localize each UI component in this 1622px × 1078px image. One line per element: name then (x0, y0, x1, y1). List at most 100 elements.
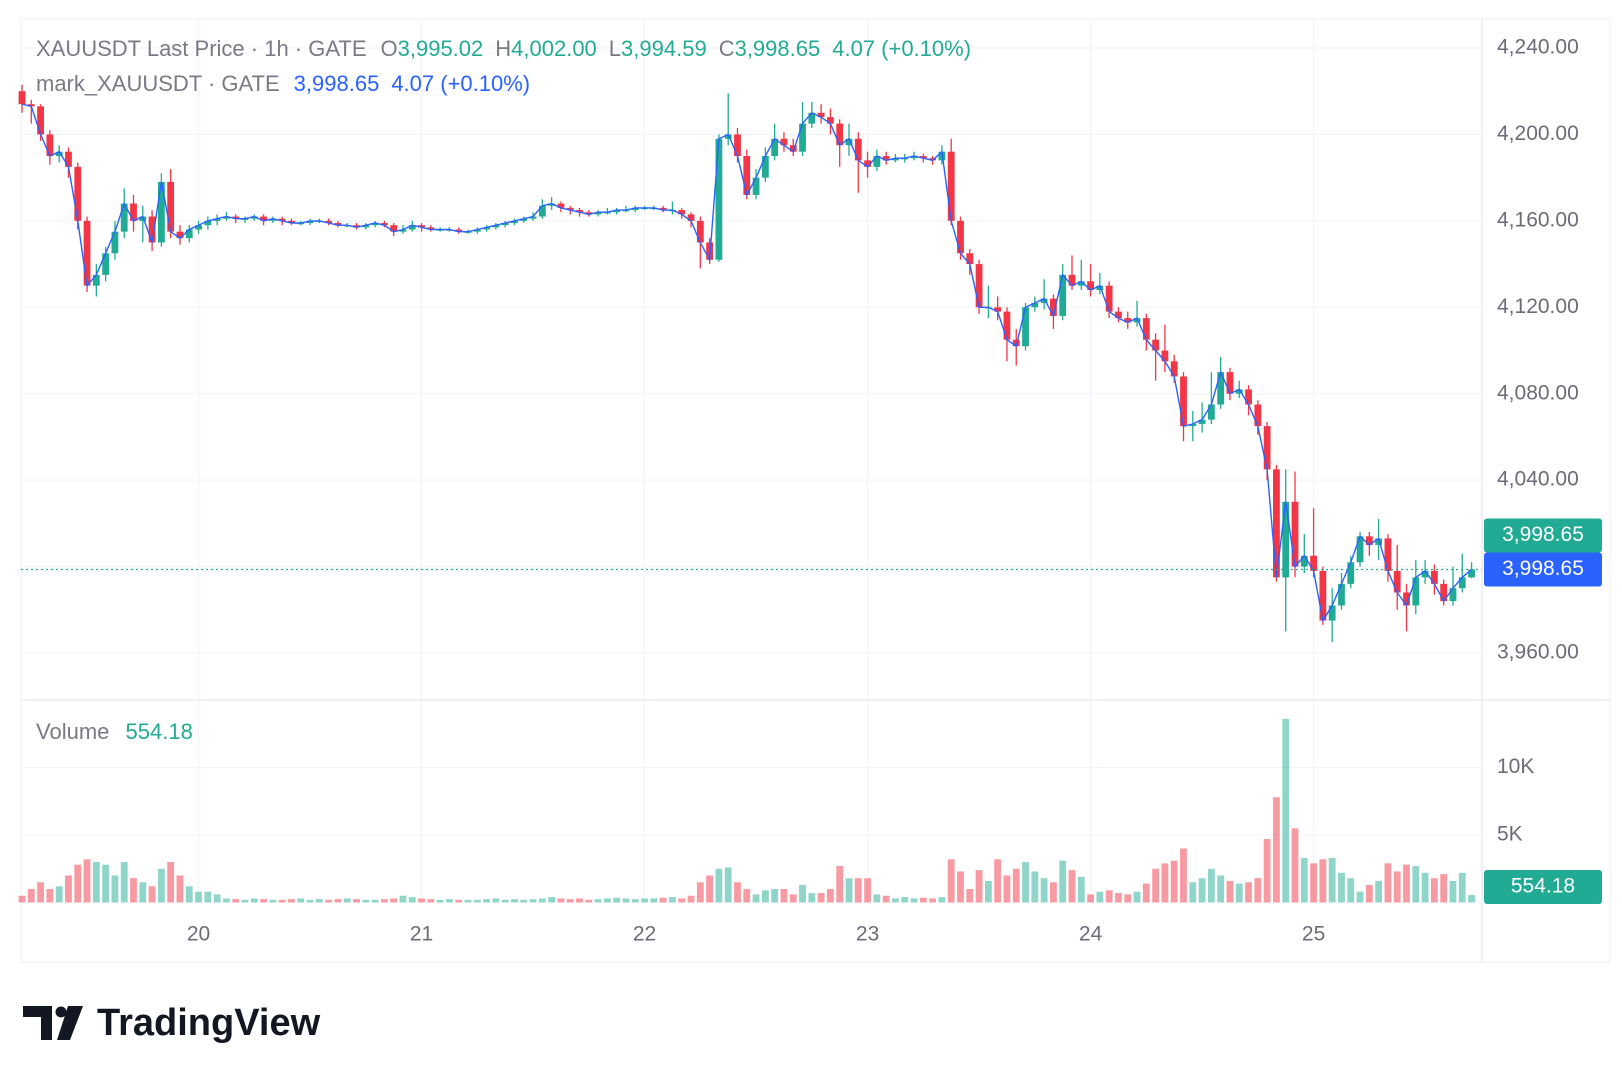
volume-bar (111, 875, 119, 903)
candle-body (157, 181, 165, 243)
logo-mark (23, 1006, 52, 1040)
axes: 3,960.004,000.004,040.004,080.004,120.00… (187, 36, 1602, 946)
volume-bar (1189, 882, 1197, 903)
volume-bar (1031, 871, 1039, 903)
volume-bar (669, 897, 676, 903)
candle-body (1328, 605, 1336, 621)
candle-body (836, 123, 844, 146)
volume-bar (464, 899, 472, 903)
candle-body (1226, 372, 1234, 394)
candle-body (557, 203, 565, 208)
volume-bar (27, 889, 35, 903)
volume-bar (1152, 868, 1160, 903)
volume-bar (418, 898, 425, 903)
volume-bar (1393, 871, 1401, 903)
y-tick-label: 10K (1497, 755, 1534, 778)
candle-body (761, 156, 769, 178)
candle-body (1217, 372, 1225, 405)
volume-bar (55, 886, 63, 903)
mark-change: 4.07 (+0.10%) (391, 71, 530, 96)
volume-bar (687, 895, 695, 903)
y-tick-label: 4,120.00 (1497, 295, 1579, 318)
volume-bar (975, 870, 983, 903)
candle-body (232, 216, 240, 219)
candle-body (1356, 536, 1364, 563)
volume-bar (1235, 883, 1243, 903)
candle-body (55, 151, 63, 157)
candle-body (65, 151, 72, 167)
mark-price-line (21, 103, 1473, 623)
candle-body (1031, 302, 1039, 308)
volume-bar (232, 899, 240, 903)
candle-body (1068, 274, 1076, 286)
candle-body (845, 138, 853, 146)
candle-body (1087, 281, 1094, 291)
candle-body (957, 220, 964, 254)
volume-bar (120, 862, 128, 903)
y-tick-label: 4,080.00 (1497, 381, 1579, 404)
volume-bar (334, 899, 342, 903)
volume-bar (873, 894, 881, 903)
candle-body (1198, 419, 1206, 424)
volume-bar (1365, 884, 1373, 903)
candle-body (1096, 285, 1104, 291)
legend-volume: Volume 554.18 (36, 719, 193, 744)
volume-bar (631, 899, 639, 903)
volume-bar (446, 899, 453, 903)
legend-change: 4.07 (+0.10%) (832, 36, 971, 61)
volume-bar (678, 898, 686, 903)
volume-bar (1059, 860, 1067, 903)
candle-body (83, 220, 91, 286)
x-tick-label: 25 (1302, 923, 1325, 946)
y-tick-label: 5K (1497, 823, 1523, 846)
candle-body (362, 225, 370, 228)
candle-body (1012, 339, 1020, 347)
mark-title: mark_XAUUSDT · GATE (36, 71, 280, 96)
volume-bar (864, 878, 871, 903)
volume-bar (1050, 882, 1057, 903)
candle-body (1124, 318, 1132, 323)
candle-body (288, 220, 295, 224)
volume-bar (882, 895, 890, 903)
volume-bar (353, 899, 360, 903)
candle-body (18, 91, 26, 105)
candle-body (380, 223, 388, 226)
legend-label: O (381, 36, 398, 61)
volume-bar (715, 868, 723, 903)
volume-bar (771, 889, 779, 903)
volume-bar (130, 878, 137, 903)
volume-bar (984, 880, 992, 903)
volume-bar (148, 886, 156, 903)
candle-body (1050, 298, 1057, 316)
candle-body (501, 223, 509, 226)
candle-body (1393, 570, 1401, 593)
volume-bar (1375, 880, 1383, 903)
chart-frame (20, 18, 1611, 963)
candle-body (511, 220, 518, 224)
last-price-badge: 3,998.65 (1502, 523, 1584, 546)
candle-body (1421, 570, 1429, 578)
volume-bar (223, 898, 230, 903)
volume-bar (511, 899, 518, 903)
candle-body (566, 207, 574, 211)
volume-bar (157, 868, 165, 903)
candle-body (631, 207, 639, 211)
volume-bar (501, 899, 509, 903)
volume-bar (1207, 868, 1215, 903)
volume-bar (408, 897, 416, 903)
volume-bar (1068, 870, 1076, 903)
candle-body (195, 225, 202, 230)
volume-bar (455, 899, 463, 903)
volume-bar (371, 899, 379, 903)
candle-body (1040, 298, 1048, 303)
candle-body (1384, 538, 1392, 571)
candle-body (185, 229, 193, 239)
volume-bar (1040, 878, 1048, 903)
volume-bar (278, 899, 286, 903)
volume-bar (622, 898, 630, 903)
candle-body (873, 156, 881, 167)
candle-body (223, 216, 230, 219)
legend-value: 3,998.65 (735, 36, 821, 61)
volume-bar (1328, 857, 1336, 903)
